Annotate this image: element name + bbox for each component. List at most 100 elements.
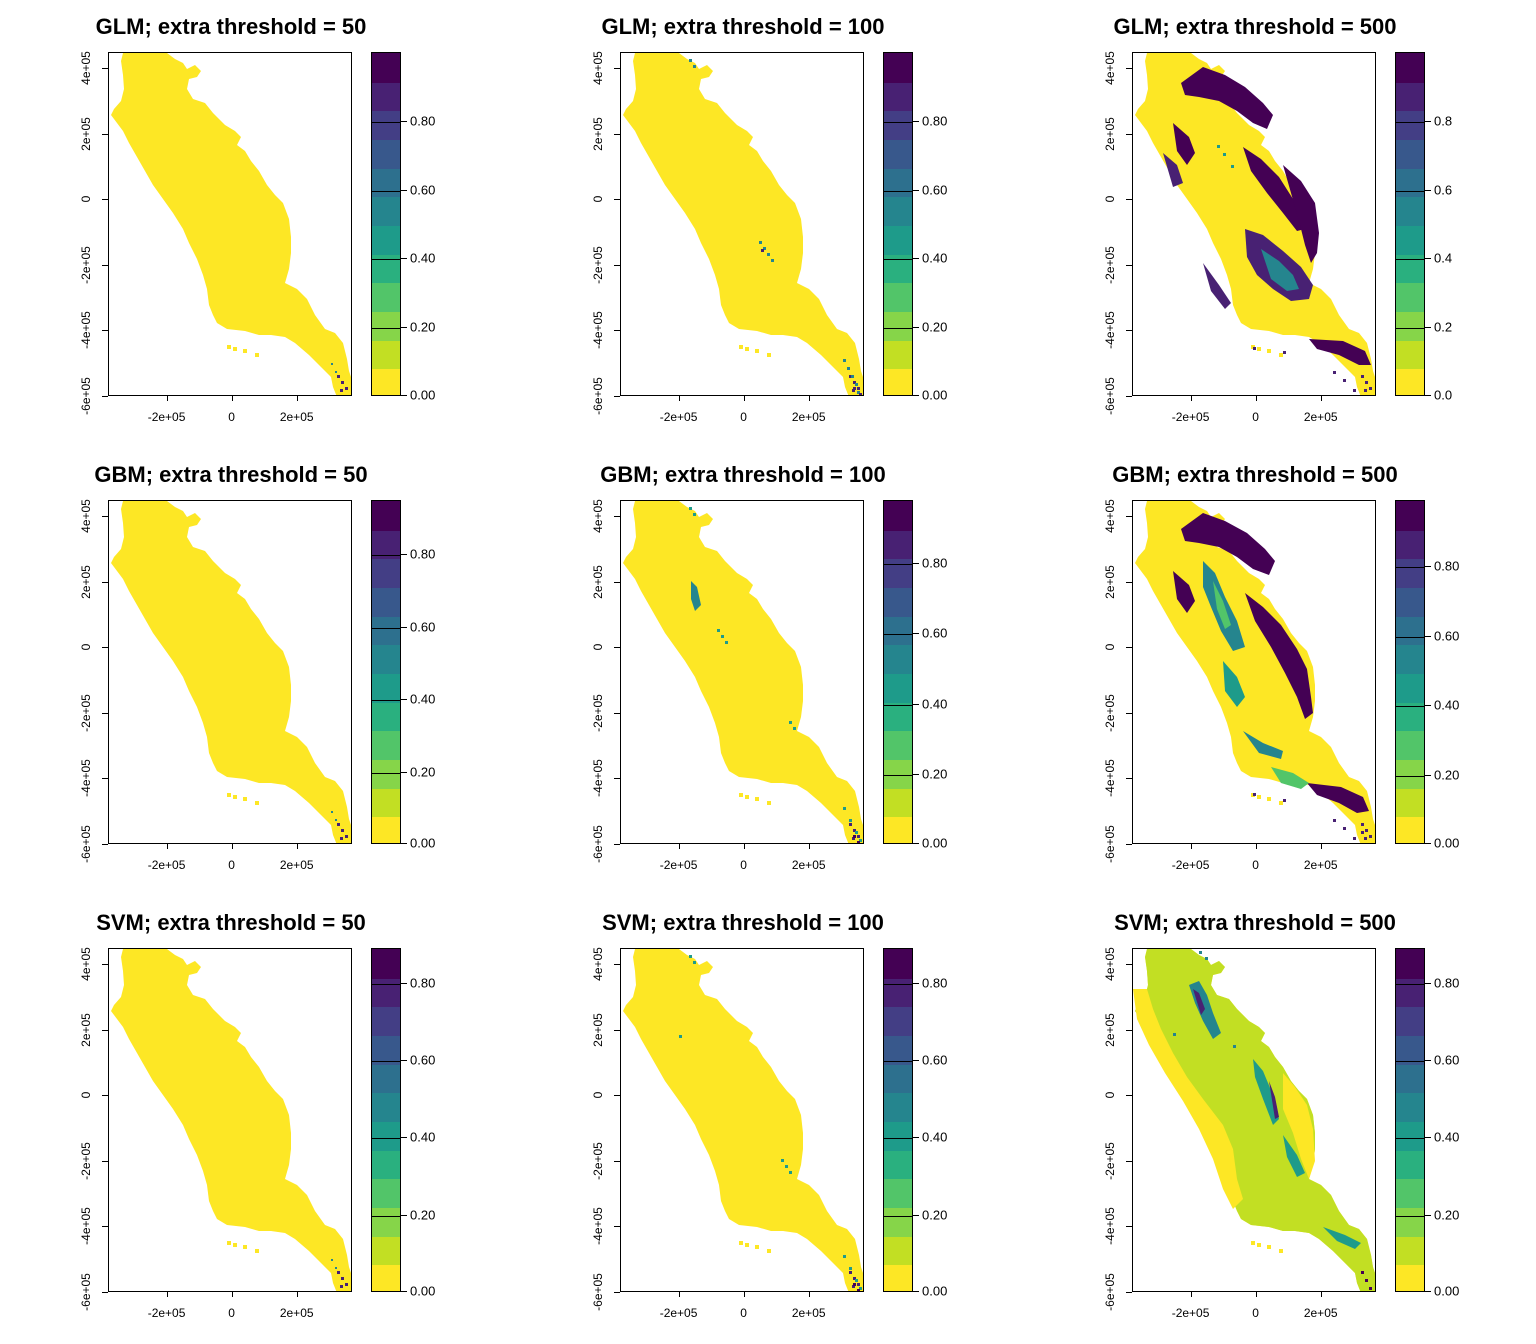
legend-tick-label: 0.8 xyxy=(1434,113,1453,129)
y-tick xyxy=(614,1095,620,1097)
y-tick-label: 0 xyxy=(79,1092,93,1099)
y-tick xyxy=(102,264,108,266)
legend-bin xyxy=(372,339,400,370)
x-tick-label: -2e+05 xyxy=(1171,1306,1210,1320)
legend-bin xyxy=(1396,1178,1424,1208)
legend-tick xyxy=(1425,120,1431,122)
legend-tick xyxy=(913,703,919,705)
y-tick-label: 4e+05 xyxy=(1103,51,1117,86)
x-tick-label: 2e+05 xyxy=(1303,858,1338,872)
y-tick-label: -6e+05 xyxy=(79,377,93,415)
x-tick xyxy=(1190,844,1192,849)
legend-tick-line xyxy=(372,1215,400,1217)
legend-tick-line xyxy=(1396,190,1424,192)
legend-bin xyxy=(884,501,912,531)
y-tick xyxy=(1126,1226,1132,1228)
y-tick xyxy=(1126,778,1132,780)
map-area xyxy=(620,52,864,396)
legend-bin xyxy=(1396,167,1424,198)
legend-tick xyxy=(401,982,407,984)
map-panel-svm-100: SVM; extra threshold = 100 -2e+05 0 2e+05 -6… xyxy=(512,896,1024,1344)
x-tick-label: 0 xyxy=(228,410,235,424)
x-tick-label: 2e+05 xyxy=(1303,1306,1338,1320)
x-tick-label: 0 xyxy=(1252,858,1259,872)
y-tick-label: -6e+05 xyxy=(591,825,605,863)
land-mass xyxy=(623,501,863,843)
legend-tick-line xyxy=(1396,328,1424,330)
legend-tick-label: 0.40 xyxy=(922,1129,948,1145)
legend-bin xyxy=(1396,759,1424,789)
x-tick xyxy=(231,396,233,401)
legend-tick-line xyxy=(884,634,912,636)
legend-bin xyxy=(1396,282,1424,312)
legend-bin xyxy=(884,644,912,674)
land-mass xyxy=(623,949,863,1291)
legend-bin xyxy=(884,787,912,818)
y-tick xyxy=(1126,1160,1132,1162)
y-tick-label: -4e+05 xyxy=(79,311,93,350)
legend-bin xyxy=(884,1035,912,1065)
y-tick xyxy=(102,199,108,201)
y-tick-label: -4e+05 xyxy=(79,759,93,798)
y-tick-label: 4e+05 xyxy=(79,947,93,982)
x-tick xyxy=(678,1292,680,1297)
legend-bin xyxy=(1396,311,1424,341)
raster-map xyxy=(623,949,863,1291)
y-tick xyxy=(614,1160,620,1162)
legend-tick-label: 0.20 xyxy=(922,766,948,782)
legend-tick-line xyxy=(1396,567,1424,569)
land-mass xyxy=(1135,53,1375,395)
legend-tick-line xyxy=(372,772,400,774)
x-tick-label: -2e+05 xyxy=(147,1306,186,1320)
legend-bin xyxy=(372,139,400,169)
legend-bin xyxy=(1396,196,1424,226)
map-area xyxy=(108,500,352,844)
legend-tick xyxy=(1425,258,1431,260)
legend-tick xyxy=(1425,635,1431,637)
legend-tick-label: 0.00 xyxy=(1434,1283,1460,1299)
raster-map xyxy=(1135,53,1375,395)
color-legend xyxy=(371,500,401,844)
y-tick-label: 0 xyxy=(79,196,93,203)
legend-bin xyxy=(372,730,400,760)
x-tick-label: -2e+05 xyxy=(659,410,698,424)
legend-bin xyxy=(884,759,912,789)
legend-tick-label: 0.00 xyxy=(410,387,436,403)
y-tick xyxy=(102,1226,108,1228)
legend-tick-label: 0.60 xyxy=(922,625,948,641)
legend-bin xyxy=(1396,587,1424,617)
y-tick xyxy=(614,1029,620,1031)
y-tick xyxy=(1126,396,1132,397)
y-tick xyxy=(1126,68,1132,70)
legend-tick xyxy=(1425,566,1431,568)
legend-tick-line xyxy=(372,983,400,985)
legend-tick xyxy=(913,982,919,984)
y-tick xyxy=(614,264,620,266)
legend-bin xyxy=(884,1092,912,1122)
legend-tick-line xyxy=(372,700,400,702)
legend-bin xyxy=(1396,949,1424,979)
x-tick-label: -2e+05 xyxy=(659,1306,698,1320)
y-tick xyxy=(102,68,108,70)
legend-tick xyxy=(913,189,919,191)
x-tick xyxy=(166,1292,168,1297)
legend-tick-line xyxy=(372,190,400,192)
y-tick xyxy=(102,1029,108,1031)
y-tick-label: -4e+05 xyxy=(1103,1207,1117,1246)
legend-bin xyxy=(1396,139,1424,169)
y-tick xyxy=(1126,133,1132,135)
raster-map xyxy=(111,501,351,843)
legend-tick-label: 0.40 xyxy=(410,691,436,707)
y-tick xyxy=(102,516,108,518)
legend-tick-line xyxy=(372,1138,400,1140)
legend-bin xyxy=(1396,81,1424,112)
map-panel-glm-500: GLM; extra threshold = 500 -2e+05 0 2e+05 -6… xyxy=(1024,0,1536,448)
legend-bin xyxy=(884,1235,912,1266)
x-tick-label: 0 xyxy=(740,1306,747,1320)
legend-bin xyxy=(372,1063,400,1094)
x-tick xyxy=(1320,844,1322,849)
x-tick-label: -2e+05 xyxy=(147,858,186,872)
legend-bin xyxy=(372,225,400,255)
legend-bin xyxy=(1396,529,1424,560)
y-tick-label: -2e+05 xyxy=(79,1142,93,1180)
